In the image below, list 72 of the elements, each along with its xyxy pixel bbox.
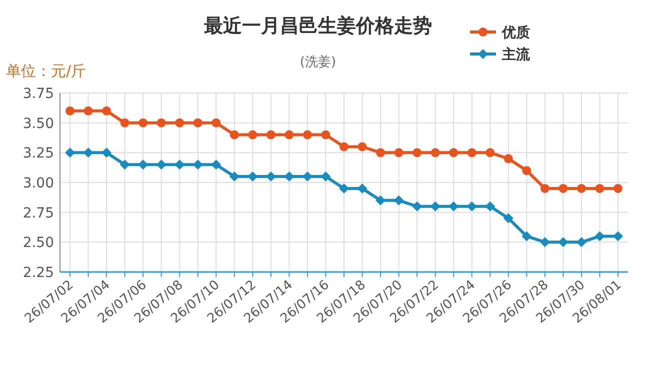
point	[248, 172, 258, 182]
point	[595, 184, 604, 193]
point	[84, 106, 93, 116]
point	[175, 118, 184, 128]
y-tick-label: 3.75	[22, 86, 54, 102]
legend-label: 主流	[501, 46, 531, 63]
point	[358, 142, 367, 152]
point	[576, 184, 586, 193]
point	[376, 148, 386, 158]
y-tick-label: 2.75	[22, 205, 54, 222]
point	[102, 148, 112, 158]
point	[320, 172, 331, 182]
point	[266, 130, 276, 140]
point	[614, 184, 622, 193]
point	[65, 148, 75, 158]
point	[302, 130, 312, 140]
point	[467, 148, 476, 158]
point	[430, 201, 440, 212]
point	[192, 160, 203, 170]
point	[394, 195, 404, 206]
point	[229, 172, 240, 182]
point	[66, 106, 74, 116]
point	[394, 148, 404, 158]
point	[340, 142, 348, 152]
point	[558, 237, 568, 248]
legend-label: 优质	[501, 24, 530, 41]
point	[230, 130, 239, 140]
point	[284, 130, 294, 140]
point	[613, 231, 623, 242]
point	[138, 160, 148, 170]
point	[174, 160, 185, 170]
point	[522, 166, 532, 176]
point	[248, 130, 258, 140]
point	[120, 118, 130, 128]
point	[448, 201, 459, 212]
point	[321, 130, 330, 140]
chart-title: 最近一月昌邑生姜价格走势	[203, 15, 432, 37]
chart-subtitle: (洗姜)	[300, 54, 336, 70]
point	[522, 231, 532, 242]
point	[284, 172, 294, 182]
point	[412, 201, 422, 212]
point	[466, 201, 477, 212]
point	[558, 184, 568, 193]
point	[540, 184, 550, 193]
point	[430, 148, 440, 158]
point	[594, 231, 605, 242]
point	[357, 183, 368, 194]
point	[211, 160, 222, 170]
text: 单位：元/斤	[6, 62, 86, 80]
point	[540, 237, 550, 248]
point	[156, 118, 166, 128]
point	[102, 106, 112, 116]
point	[156, 160, 166, 170]
point	[120, 160, 130, 170]
point	[339, 183, 349, 194]
point	[485, 201, 496, 212]
point	[503, 213, 514, 224]
point	[504, 154, 513, 164]
point	[83, 148, 94, 158]
y-tick-label: 2.50	[22, 235, 54, 252]
y-tick-label: 2.25	[22, 265, 54, 281]
point	[212, 118, 221, 128]
point	[193, 118, 202, 128]
point	[138, 118, 148, 128]
point	[576, 237, 586, 248]
point	[449, 148, 458, 158]
y-tick-label: 3.50	[22, 116, 54, 132]
y-tick-label: 3.25	[22, 146, 54, 162]
point	[376, 195, 386, 206]
y-tick-label: 3.00	[22, 176, 54, 192]
point	[486, 148, 495, 158]
point	[412, 148, 422, 158]
